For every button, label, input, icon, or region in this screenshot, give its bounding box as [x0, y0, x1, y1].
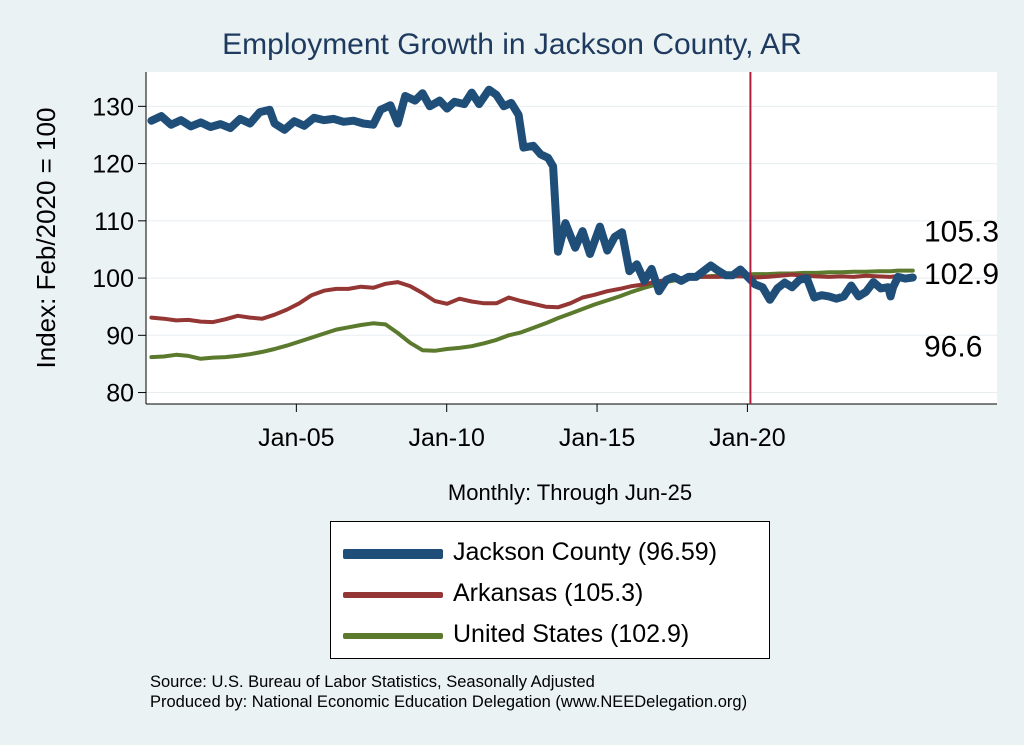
x-axis-label: Monthly: Through Jun-25	[447, 480, 693, 505]
xtick-label-jan-20: Jan-20	[709, 424, 785, 452]
legend-swatch-jackson	[343, 549, 443, 559]
y-axis-label: Index: Feb/2020 = 100	[31, 108, 61, 369]
legend-item-jackson: Jackson County (96.59)	[331, 534, 769, 574]
legend: Jackson County (96.59) Arkansas (105.3) …	[330, 521, 770, 659]
produced-by-line: Produced by: National Economic Education…	[150, 693, 748, 711]
end-label-united-states: 102.9	[924, 258, 999, 291]
source-note: Source: U.S. Bureau of Labor Statistics,…	[150, 672, 747, 712]
source-line: Source: U.S. Bureau of Labor Statistics,…	[150, 673, 595, 691]
legend-item-us: United States (102.9)	[331, 616, 769, 656]
legend-item-arkansas: Arkansas (105.3)	[331, 575, 769, 615]
xtick-label-jan-15: Jan-15	[559, 424, 635, 452]
series-lines	[147, 85, 917, 361]
axes	[138, 72, 997, 412]
ytick-label-110: 110	[94, 208, 134, 236]
xtick-label-jan-10: Jan-10	[408, 424, 484, 452]
series-line-jackson-county	[147, 85, 917, 304]
legend-label-us: United States (102.9)	[453, 620, 690, 648]
ytick-label-130: 130	[92, 93, 134, 121]
tick-labels: 80 90 100 110 120 130 Jan-05 Jan-10 Jan-15 Jan-20	[92, 93, 785, 452]
ytick-label-90: 90	[106, 322, 134, 350]
ytick-label-80: 80	[106, 380, 134, 408]
series-line-arkansas	[149, 272, 915, 325]
end-label-jackson-county: 96.6	[924, 330, 982, 363]
end-labels: 105.3 102.9 96.6	[924, 215, 999, 363]
xtick-label-jan-05: Jan-05	[258, 424, 334, 452]
legend-swatch-us	[343, 633, 443, 639]
chart-title: Employment Growth in Jackson County, AR	[222, 28, 802, 61]
ytick-label-120: 120	[92, 151, 134, 179]
legend-swatch-arkansas	[343, 592, 443, 598]
ytick-label-100: 100	[92, 265, 134, 293]
legend-label-jackson: Jackson County (96.59)	[453, 538, 718, 566]
legend-label-arkansas: Arkansas (105.3)	[453, 579, 644, 607]
y-gridlines	[146, 105, 997, 394]
end-label-arkansas: 105.3	[924, 215, 999, 248]
